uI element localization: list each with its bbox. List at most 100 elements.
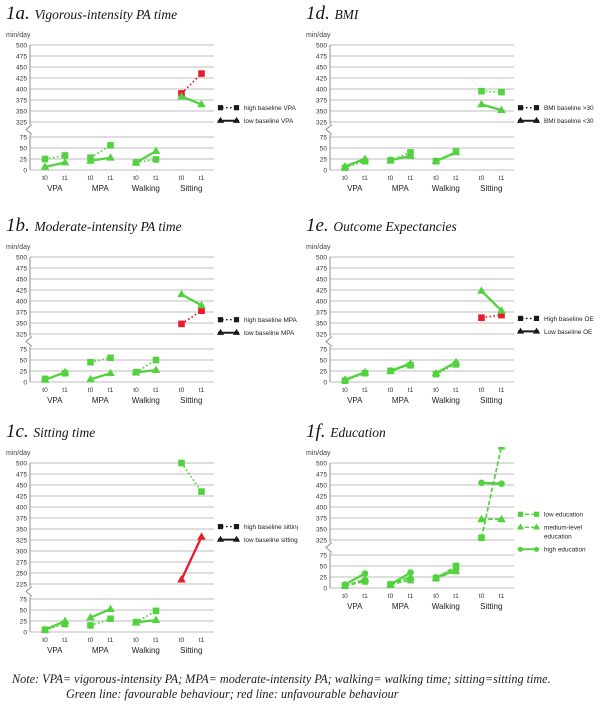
- marker-triangle: [60, 616, 70, 624]
- series-1: [340, 514, 506, 589]
- marker-triangle: [516, 327, 525, 334]
- marker-triangle: [431, 156, 441, 165]
- svg-text:t1: t1: [408, 387, 414, 394]
- chart-title: 1f. Education: [306, 420, 598, 445]
- marker-triangle: [340, 162, 350, 170]
- marker-triangle: [106, 604, 115, 612]
- svg-text:t0: t0: [342, 387, 348, 394]
- series-1: [340, 286, 506, 383]
- svg-text:t0: t0: [133, 175, 139, 182]
- y-axis-unit: min/day: [6, 244, 31, 251]
- marker-square: [152, 356, 160, 364]
- svg-text:t1: t1: [453, 593, 459, 600]
- svg-text:50: 50: [20, 357, 28, 364]
- svg-text:375: 375: [316, 515, 327, 522]
- chart-title: 1e. Outcome Expectancies: [306, 214, 598, 239]
- legend-label: high baseline MPA: [244, 317, 298, 324]
- y-axis-unit: min/day: [306, 450, 331, 457]
- group-label: MPA: [92, 646, 109, 655]
- marker-square: [498, 311, 505, 319]
- svg-text:t0: t0: [133, 387, 139, 394]
- svg-text:500: 500: [316, 42, 327, 49]
- marker-triangle: [477, 99, 486, 108]
- marker-triangle: [40, 162, 50, 170]
- svg-text:500: 500: [16, 460, 27, 467]
- svg-text:t0: t0: [479, 175, 485, 182]
- x-tick-labels: t0 t1 VPA t0 t1 MPA t0 t1 Walking t0 t1 Sitting: [42, 175, 204, 193]
- svg-text:25: 25: [20, 156, 28, 163]
- y-axis-line: [325, 257, 333, 382]
- gridlines-and-yticks: 500 475 450 425 400 375 350 325 75 50 25 0: [16, 254, 214, 386]
- marker-triangle: [151, 615, 161, 623]
- svg-text:t0: t0: [133, 637, 139, 644]
- svg-text:450: 450: [316, 64, 327, 71]
- svg-text:350: 350: [316, 320, 327, 327]
- series-0: [41, 459, 205, 634]
- marker-square: [61, 152, 69, 159]
- marker-triangle: [532, 523, 541, 530]
- axis-break-icon: [25, 336, 33, 347]
- marker-triangle: [360, 367, 370, 376]
- svg-text:25: 25: [20, 368, 28, 375]
- svg-text:t0: t0: [388, 175, 394, 182]
- svg-text:475: 475: [16, 265, 27, 272]
- svg-text:t1: t1: [499, 387, 505, 394]
- svg-text:25: 25: [20, 618, 28, 625]
- svg-text:t1: t1: [362, 593, 368, 600]
- marker-triangle: [216, 328, 225, 335]
- svg-text:t1: t1: [62, 175, 68, 182]
- svg-text:400: 400: [16, 504, 27, 511]
- svg-text:375: 375: [16, 515, 27, 522]
- marker-square: [178, 320, 185, 328]
- marker-square: [61, 620, 69, 628]
- svg-text:475: 475: [16, 53, 27, 60]
- svg-text:450: 450: [316, 482, 327, 489]
- svg-text:t1: t1: [499, 593, 505, 600]
- legend: low education medium-level education high e…: [516, 511, 586, 554]
- svg-text:t0: t0: [342, 593, 348, 600]
- marker-square: [517, 511, 524, 517]
- marker-triangle: [131, 158, 141, 166]
- svg-text:375: 375: [316, 309, 327, 316]
- y-axis-line: [325, 463, 333, 588]
- svg-text:t0: t0: [479, 593, 485, 600]
- chart-1c: 1c. Sitting time min/day 500 475 450 425 400 3…: [2, 420, 301, 671]
- marker-triangle: [131, 367, 141, 376]
- marker-square: [178, 459, 185, 467]
- legend: high baseline sitting low baseline sittin…: [216, 524, 301, 544]
- chart-1d: 1d. BMI min/day 500 475 450 425 400 375 350 325 7…: [302, 2, 598, 209]
- svg-text:50: 50: [320, 145, 328, 152]
- marker-triangle: [197, 99, 206, 108]
- marker-circle: [387, 581, 394, 588]
- svg-text:400: 400: [16, 298, 27, 305]
- marker-triangle: [177, 575, 186, 583]
- svg-text:0: 0: [323, 167, 327, 174]
- marker-square: [87, 622, 94, 629]
- svg-text:t0: t0: [388, 387, 394, 394]
- svg-text:t1: t1: [362, 387, 368, 394]
- marker-triangle: [451, 147, 461, 156]
- group-label: Walking: [132, 646, 160, 655]
- marker-square: [198, 488, 205, 495]
- marker-triangle: [197, 532, 206, 540]
- marker-triangle: [516, 523, 525, 530]
- svg-text:500: 500: [16, 254, 27, 261]
- svg-text:500: 500: [316, 460, 327, 467]
- gridlines-and-yticks: 5004754504254003753503253002752502257550…: [16, 460, 214, 636]
- marker-triangle: [497, 306, 506, 314]
- svg-text:400: 400: [316, 504, 327, 511]
- chart-1e: 1e. Outcome Expectancies min/day 500 475 45…: [302, 214, 598, 421]
- svg-text:325: 325: [316, 331, 327, 338]
- chart-title-text: Education: [330, 425, 386, 440]
- svg-text:75: 75: [20, 596, 28, 603]
- marker-square: [233, 524, 240, 530]
- svg-text:t1: t1: [453, 387, 459, 394]
- svg-text:325: 325: [316, 119, 327, 126]
- svg-text:t0: t0: [388, 593, 394, 600]
- marker-circle: [498, 480, 505, 487]
- marker-square: [198, 70, 205, 77]
- marker-triangle: [386, 155, 395, 164]
- svg-text:0: 0: [23, 379, 27, 386]
- chart-number: 1c.: [6, 421, 29, 442]
- svg-text:400: 400: [316, 298, 327, 305]
